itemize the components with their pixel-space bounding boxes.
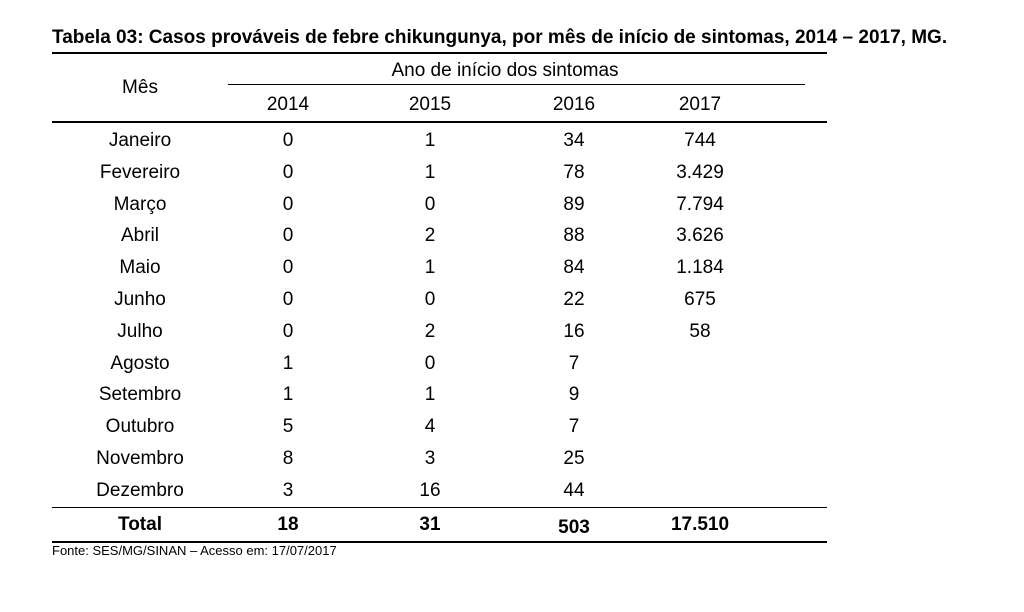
year-header-2014: 2014	[266, 94, 310, 115]
month-cell: Maio	[119, 257, 161, 278]
value-cell-2016: 25	[563, 448, 585, 469]
value-cell-2015: 3	[424, 448, 436, 469]
value-cell-2016: 34	[563, 130, 585, 151]
total-2015: 31	[419, 514, 441, 535]
value-cell-2016: 7	[568, 416, 580, 437]
group-header-underline	[228, 84, 805, 85]
value-cell-2017	[650, 447, 750, 471]
value-cell-2015: 2	[424, 225, 436, 246]
month-cell: Fevereiro	[99, 162, 181, 183]
table-title: Tabela 03: Casos prováveis de febre chik…	[52, 27, 948, 48]
year-header-2015: 2015	[408, 94, 452, 115]
month-header: Mês	[122, 77, 158, 98]
total-label: Total	[118, 514, 162, 535]
group-header: Ano de início dos sintomas	[391, 60, 619, 81]
title-underline	[52, 52, 827, 54]
value-cell-2015: 1	[424, 384, 436, 405]
month-cell: Julho	[117, 321, 163, 342]
value-cell-2016: 22	[563, 289, 585, 310]
month-cell: Agosto	[110, 353, 170, 374]
year-header-2016: 2016	[552, 94, 596, 115]
value-cell-2014: 0	[282, 321, 294, 342]
value-cell-2014: 0	[282, 194, 294, 215]
value-cell-2017	[650, 415, 750, 439]
value-cell-2017: 3.626	[676, 225, 724, 246]
value-cell-2014: 3	[282, 480, 294, 501]
value-cell-2016: 84	[563, 257, 585, 278]
value-cell-2015: 16	[419, 480, 441, 501]
value-cell-2014: 1	[282, 353, 294, 374]
value-cell-2014: 0	[282, 257, 294, 278]
total-top-rule	[52, 507, 827, 508]
value-cell-2016: 44	[563, 480, 585, 501]
value-cell-2017	[650, 479, 750, 503]
value-cell-2015: 4	[424, 416, 436, 437]
value-cell-2014: 0	[282, 130, 294, 151]
value-cell-2017	[650, 383, 750, 407]
value-cell-2016: 78	[563, 162, 585, 183]
value-cell-2015: 1	[424, 162, 436, 183]
value-cell-2017: 3.429	[676, 162, 724, 183]
total-2016: 503	[558, 517, 590, 538]
month-cell: Março	[113, 194, 167, 215]
month-cell: Junho	[114, 289, 166, 310]
total-2014: 18	[277, 514, 299, 535]
value-cell-2016: 89	[563, 194, 585, 215]
value-cell-2016: 7	[568, 353, 580, 374]
value-cell-2015: 1	[424, 130, 436, 151]
table-bottom-rule	[52, 541, 827, 543]
value-cell-2016: 9	[568, 384, 580, 405]
value-cell-2017: 675	[684, 289, 716, 310]
value-cell-2016: 16	[563, 321, 585, 342]
total-2017: 17.510	[670, 514, 730, 535]
source-note: Fonte: SES/MG/SINAN – Acesso em: 17/07/2…	[52, 543, 337, 558]
month-cell: Dezembro	[96, 480, 184, 501]
value-cell-2015: 0	[424, 194, 436, 215]
month-cell: Setembro	[98, 384, 182, 405]
month-cell: Abril	[120, 225, 159, 246]
header-bottom-rule	[52, 121, 827, 123]
value-cell-2014: 0	[282, 289, 294, 310]
value-cell-2017	[650, 352, 750, 376]
month-cell: Janeiro	[108, 130, 172, 151]
value-cell-2015: 0	[424, 289, 436, 310]
value-cell-2014: 0	[282, 225, 294, 246]
value-cell-2014: 5	[282, 416, 294, 437]
value-cell-2015: 1	[424, 257, 436, 278]
month-cell: Novembro	[96, 448, 184, 469]
value-cell-2015: 0	[424, 353, 436, 374]
year-header-2017: 2017	[678, 94, 722, 115]
value-cell-2017: 58	[689, 321, 711, 342]
value-cell-2015: 2	[424, 321, 436, 342]
value-cell-2014: 0	[282, 162, 294, 183]
value-cell-2014: 1	[282, 384, 294, 405]
value-cell-2016: 88	[563, 225, 585, 246]
month-cell: Outubro	[105, 416, 175, 437]
value-cell-2014: 8	[282, 448, 294, 469]
value-cell-2017: 7.794	[676, 194, 724, 215]
value-cell-2017: 744	[684, 130, 716, 151]
value-cell-2017: 1.184	[676, 257, 724, 278]
